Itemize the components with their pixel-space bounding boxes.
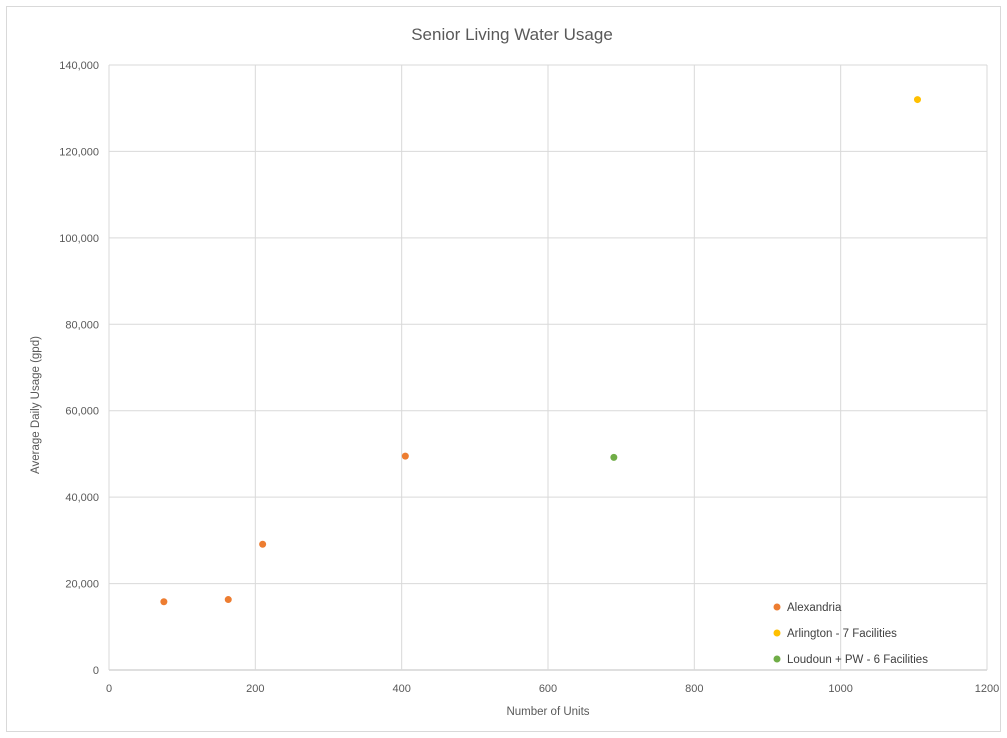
x-tick-label: 1000 bbox=[828, 683, 852, 695]
legend-marker bbox=[773, 603, 781, 611]
legend-label: Loudoun + PW - 6 Facilities bbox=[787, 654, 928, 666]
x-tick-label: 400 bbox=[392, 683, 410, 695]
y-tick-label: 140,000 bbox=[59, 60, 99, 72]
y-axis-label: Average Daily Usage (gpd) bbox=[30, 336, 42, 474]
legend-marker bbox=[773, 655, 781, 663]
legend-label: Alexandria bbox=[787, 602, 842, 614]
y-tick-label: 120,000 bbox=[59, 146, 99, 158]
data-point bbox=[401, 452, 409, 460]
data-point bbox=[259, 540, 267, 548]
chart-title: Senior Living Water Usage bbox=[411, 25, 613, 44]
y-tick-label: 40,000 bbox=[65, 492, 99, 504]
y-tick-label: 80,000 bbox=[65, 319, 99, 331]
x-tick-label: 1200 bbox=[975, 683, 999, 695]
data-points bbox=[160, 96, 921, 606]
legend-marker bbox=[773, 629, 781, 637]
gridlines bbox=[108, 64, 988, 671]
legend: Alexandria Arlington - 7 Facilities Loudou… bbox=[773, 602, 928, 666]
legend-label: Arlington - 7 Facilities bbox=[787, 628, 897, 640]
x-tick-label: 200 bbox=[246, 683, 264, 695]
x-tick-label: 0 bbox=[106, 683, 112, 695]
x-tick-label: 800 bbox=[685, 683, 703, 695]
tick-labels: 0 20,000 40,000 60,000 80,000 100,000 120,000 1… bbox=[59, 60, 999, 695]
data-point bbox=[224, 596, 232, 604]
x-tick-label: 600 bbox=[539, 683, 557, 695]
data-point bbox=[160, 598, 168, 606]
data-point bbox=[610, 453, 618, 461]
data-point bbox=[913, 96, 921, 104]
y-tick-label: 60,000 bbox=[65, 406, 99, 418]
y-tick-label: 20,000 bbox=[65, 579, 99, 591]
chart-frame bbox=[6, 6, 1001, 732]
y-tick-label: 100,000 bbox=[59, 233, 99, 245]
x-axis-label: Number of Units bbox=[506, 706, 589, 718]
y-tick-label: 0 bbox=[93, 665, 99, 677]
